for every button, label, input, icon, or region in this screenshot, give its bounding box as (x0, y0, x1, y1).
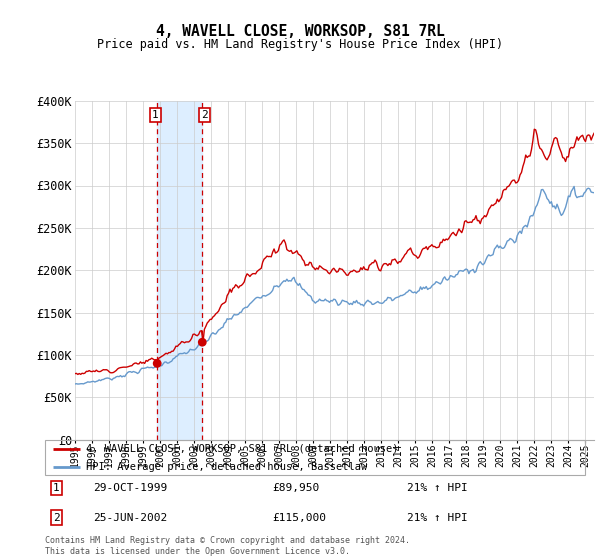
Text: HPI: Average price, detached house, Bassetlaw: HPI: Average price, detached house, Bass… (86, 462, 367, 472)
Text: 2: 2 (53, 512, 60, 522)
Text: 1: 1 (53, 483, 60, 493)
Text: 21% ↑ HPI: 21% ↑ HPI (407, 512, 467, 522)
Text: £115,000: £115,000 (272, 512, 326, 522)
Text: Price paid vs. HM Land Registry's House Price Index (HPI): Price paid vs. HM Land Registry's House … (97, 38, 503, 50)
Text: 1: 1 (152, 110, 158, 120)
Text: 29-OCT-1999: 29-OCT-1999 (94, 483, 168, 493)
Point (197, 338, 207, 347)
Text: Contains HM Land Registry data © Crown copyright and database right 2024.
This d: Contains HM Land Registry data © Crown c… (45, 536, 410, 556)
Text: 25-JUN-2002: 25-JUN-2002 (94, 512, 168, 522)
Point (152, 359, 162, 368)
Text: 2: 2 (201, 110, 208, 120)
Bar (157, 101, 202, 440)
Text: £89,950: £89,950 (272, 483, 319, 493)
Text: 4, WAVELL CLOSE, WORKSOP, S81 7RL (detached house): 4, WAVELL CLOSE, WORKSOP, S81 7RL (detac… (86, 444, 398, 454)
Text: 21% ↑ HPI: 21% ↑ HPI (407, 483, 467, 493)
Text: 4, WAVELL CLOSE, WORKSOP, S81 7RL: 4, WAVELL CLOSE, WORKSOP, S81 7RL (155, 24, 445, 39)
